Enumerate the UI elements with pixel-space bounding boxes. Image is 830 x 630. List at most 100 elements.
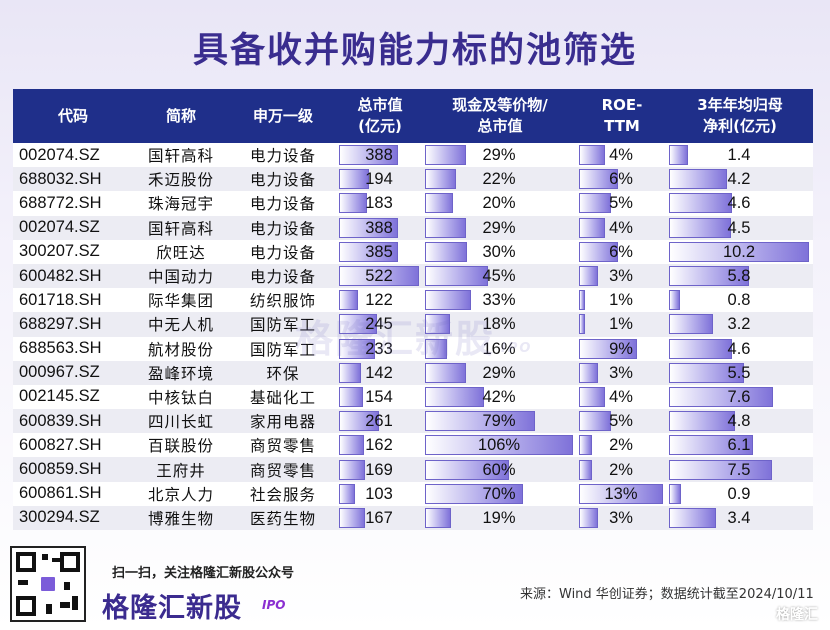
cell-industry: 电力设备 <box>249 268 316 287</box>
cell-roe: 6% <box>577 167 667 191</box>
cell-code: 300207.SZ <box>19 242 100 261</box>
cell-cash: 42% <box>423 385 577 409</box>
table-row: 600839.SH 四川长虹 家用电器 261 79% 5% 4.8 <box>13 409 813 434</box>
roe-value: 5% <box>609 412 633 431</box>
bar-wrap: 4.5 <box>669 217 809 238</box>
qr-dot <box>60 602 70 608</box>
roe-value: 6% <box>609 242 633 261</box>
roe-value: 3% <box>609 267 633 286</box>
bar-wrap: 5.5 <box>669 362 809 383</box>
cash-value: 33% <box>482 291 516 310</box>
qr-dot <box>42 554 48 560</box>
profit-bar <box>669 507 716 528</box>
profit-bar <box>669 459 772 480</box>
header-mktcap-line1: 总市值 <box>357 96 403 114</box>
cell-profit: 3.2 <box>667 312 813 336</box>
mktcap-value: 245 <box>365 315 393 334</box>
header-mktcap-line2: (亿元) <box>358 117 402 135</box>
roe-value: 13% <box>604 484 638 503</box>
cell-name: 国轩高科 <box>147 219 214 238</box>
cell-cash: 18% <box>423 312 577 336</box>
profit-bar <box>669 386 774 407</box>
bar-wrap: 7.5 <box>669 459 809 480</box>
qr-corner <box>16 596 36 616</box>
header-roe: ROE- TTM <box>577 89 667 143</box>
bar-wrap: 45% <box>425 266 573 287</box>
header-roe-line1: ROE- <box>601 96 643 114</box>
table-row: 002145.SZ 中核钛白 基础化工 154 42% 4% 7.6 <box>13 384 813 410</box>
cell-cash: 29% <box>423 216 577 240</box>
mktcap-bar <box>339 459 365 480</box>
qr-dot <box>64 582 70 590</box>
cell-industry: 电力设备 <box>249 243 316 262</box>
bar-wrap: 5% <box>579 193 663 214</box>
bar-wrap: 6% <box>579 169 663 190</box>
cell-profit: 5.8 <box>667 264 813 288</box>
cell-cash: 20% <box>423 191 577 215</box>
cell-code: 002074.SZ <box>19 145 100 164</box>
cell-cash: 106% <box>423 433 577 457</box>
table-row: 600827.SH 百联股份 商贸零售 162 106% 2% 6.1 <box>13 433 813 458</box>
bar-wrap: 194 <box>339 169 419 190</box>
cell-mktcap: 385 <box>337 240 423 264</box>
mktcap-bar <box>339 386 363 407</box>
roe-bar <box>579 217 605 238</box>
mktcap-value: 385 <box>365 242 393 261</box>
bar-wrap: 4% <box>579 217 663 238</box>
header-name: 简称 <box>165 106 196 125</box>
mktcap-bar <box>339 145 399 166</box>
profit-value: 10.2 <box>722 242 756 261</box>
bar-wrap: 167 <box>339 507 419 528</box>
cell-code: 002074.SZ <box>19 218 100 237</box>
profit-value: 4.5 <box>727 218 751 237</box>
cell-code: 688032.SH <box>19 169 102 188</box>
cell-cash: 30% <box>423 240 577 264</box>
cell-roe: 2% <box>577 457 667 481</box>
cell-name: 珠海冠宇 <box>147 195 214 214</box>
cash-bar <box>425 290 472 311</box>
mktcap-value: 103 <box>365 484 393 503</box>
cell-profit: 10.2 <box>667 240 813 264</box>
cash-bar <box>425 241 467 262</box>
bar-wrap: 1.4 <box>669 145 809 166</box>
table-body: 002074.SZ 国轩高科 电力设备 388 29% 4% 1.4 688032.SH 禾迈股… <box>13 143 813 530</box>
cash-value: 30% <box>482 242 516 261</box>
bar-wrap: 30% <box>425 241 573 262</box>
roe-value: 3% <box>609 363 633 382</box>
bar-wrap: 154 <box>339 386 419 407</box>
table-row: 600482.SH 中国动力 电力设备 522 45% 3% 5.8 <box>13 263 813 289</box>
bar-wrap: 19% <box>425 507 573 528</box>
cell-mktcap: 183 <box>337 191 423 215</box>
bar-wrap: 245 <box>339 314 419 335</box>
mktcap-bar <box>339 338 375 359</box>
cell-cash: 16% <box>423 337 577 361</box>
mktcap-value: 167 <box>365 508 393 527</box>
cell-profit: 0.9 <box>667 482 813 506</box>
bar-wrap: 142 <box>339 362 419 383</box>
gelonghui-logo-icon <box>39 575 57 593</box>
profit-bar <box>669 290 680 311</box>
cell-industry: 基础化工 <box>249 388 316 407</box>
bar-wrap: 183 <box>339 193 419 214</box>
bar-wrap: 29% <box>425 145 573 166</box>
cell-cash: 33% <box>423 288 577 312</box>
cell-code: 601718.SH <box>19 290 102 309</box>
bar-wrap: 5.8 <box>669 266 809 287</box>
cell-mktcap: 169 <box>337 457 423 481</box>
bar-wrap: 4% <box>579 386 663 407</box>
mktcap-value: 154 <box>365 387 393 406</box>
cash-bar <box>425 411 536 432</box>
cell-industry: 医药生物 <box>249 509 316 528</box>
bar-wrap: 3.2 <box>669 314 809 335</box>
bar-wrap: 33% <box>425 290 573 311</box>
cell-mktcap: 233 <box>337 337 423 361</box>
table-row: 002074.SZ 国轩高科 电力设备 388 29% 4% 4.5 <box>13 215 813 240</box>
cell-mktcap: 245 <box>337 312 423 336</box>
qr-dot <box>18 580 28 585</box>
cell-roe: 4% <box>577 385 667 409</box>
cell-code: 600861.SH <box>19 484 102 503</box>
roe-bar <box>579 266 599 287</box>
cash-value: 106% <box>477 436 521 455</box>
cash-bar <box>425 314 451 335</box>
mktcap-bar <box>339 314 377 335</box>
